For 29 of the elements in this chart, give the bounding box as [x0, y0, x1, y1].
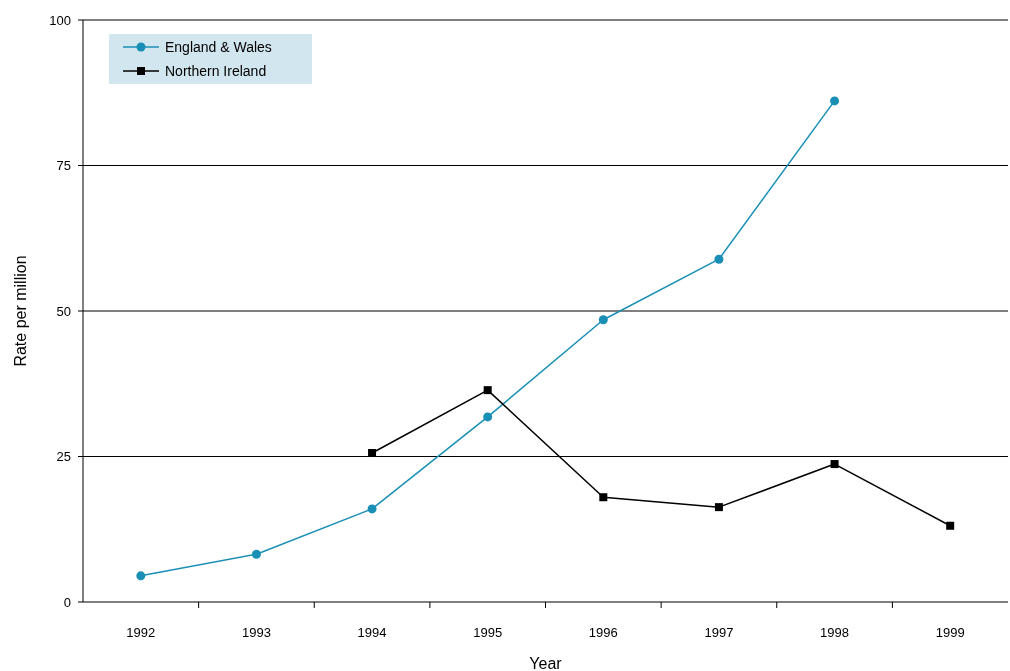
x-tick-label: 1993 [241, 625, 271, 640]
y-tick-label: 75 [56, 158, 71, 174]
point [598, 315, 608, 325]
legend-label: Northern Ireland [165, 62, 267, 79]
legend-label: England & Wales [165, 38, 272, 55]
point [136, 571, 146, 581]
point [946, 521, 955, 530]
y-tick-label: 0 [63, 594, 71, 610]
point [483, 386, 492, 395]
x-tick-label: 1992 [126, 625, 156, 640]
x-tick-label: 1994 [357, 625, 387, 640]
point [830, 96, 840, 106]
y-tick-label: 25 [56, 449, 71, 465]
point [367, 504, 377, 514]
point [599, 493, 608, 502]
x-tick-label: 1995 [473, 625, 503, 640]
x-axis-title: Year [529, 655, 563, 671]
y-tick-label: 50 [56, 303, 71, 319]
point [714, 254, 724, 264]
point [714, 503, 723, 512]
y-axis-title: Rate per million [12, 255, 29, 367]
point [830, 460, 839, 469]
x-tick-label: 1998 [820, 625, 850, 640]
x-tick-label: 1999 [935, 625, 965, 640]
x-tick-label: 1996 [588, 625, 618, 640]
point [251, 549, 261, 559]
x-tick-label: 1997 [704, 625, 734, 640]
y-tick-label: 100 [49, 12, 71, 28]
point [483, 412, 493, 422]
